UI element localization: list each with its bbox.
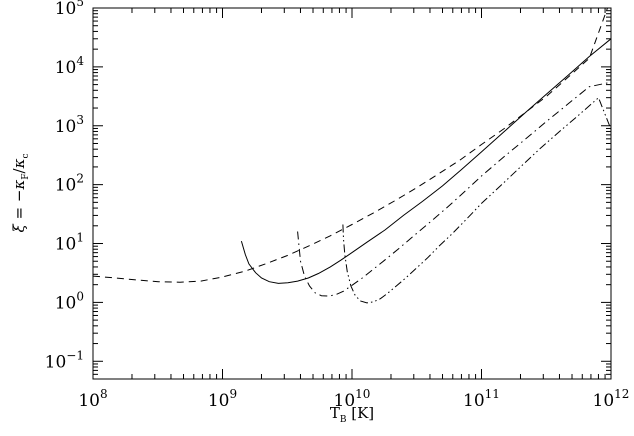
y-tick-label: 105 (55, 0, 84, 19)
y-tick-label: 104 (55, 54, 85, 78)
y-tick-label: 102 (55, 172, 84, 196)
y-tick-exp: 3 (76, 113, 84, 127)
x-tick-base: 10 (334, 391, 356, 411)
x-tick-label: 1010 (334, 387, 371, 411)
y-tick-exp: 2 (76, 172, 84, 186)
y-tick-label: 101 (55, 231, 84, 255)
y-tick-exp: 4 (76, 54, 84, 68)
series-lines (93, 8, 611, 304)
y-tick-label: 100 (55, 289, 84, 313)
x-tick-exp: 11 (485, 387, 500, 401)
x-tick-base: 10 (593, 391, 615, 411)
series-dash-dot-line (297, 81, 611, 297)
axis-ticks (92, 8, 612, 380)
x-tick-label: 108 (78, 387, 107, 411)
y-tick-exp: 0 (76, 289, 84, 303)
x-tick-label: 1012 (593, 387, 630, 411)
y-tick-exp: −1 (66, 348, 84, 362)
x-tick-exp: 10 (355, 387, 370, 401)
series-solid-line (240, 38, 611, 284)
y-tick-base: 10 (55, 235, 77, 255)
x-tick-label: 1011 (463, 387, 500, 411)
x-tick-exp: 8 (100, 387, 108, 401)
y-tick-base: 10 (55, 117, 77, 137)
x-axis-label: TB [K] (330, 404, 374, 425)
y-axis-label: ξ = −κF/κc (10, 154, 31, 233)
x-tick-label: 109 (208, 387, 237, 411)
y-tick-base: 10 (55, 176, 77, 196)
y-tick-base: 10 (55, 293, 77, 313)
y-tick-label: 10−1 (45, 348, 84, 372)
y-tick-base: 10 (55, 0, 77, 19)
series-dash-dot-dot-line (342, 96, 611, 304)
y-tick-exp: 1 (76, 231, 84, 245)
y-tick-label: 103 (55, 113, 84, 137)
series-dashed-line (93, 8, 608, 283)
x-tick-base: 10 (78, 391, 100, 411)
x-tick-exp: 9 (230, 387, 238, 401)
y-tick-base: 10 (55, 58, 77, 78)
plot-frame (92, 7, 612, 380)
y-tick-base: 10 (45, 352, 67, 372)
x-tick-exp: 12 (614, 387, 629, 401)
y-tick-exp: 5 (76, 0, 84, 9)
x-tick-base: 10 (463, 391, 485, 411)
x-tick-base: 10 (208, 391, 230, 411)
